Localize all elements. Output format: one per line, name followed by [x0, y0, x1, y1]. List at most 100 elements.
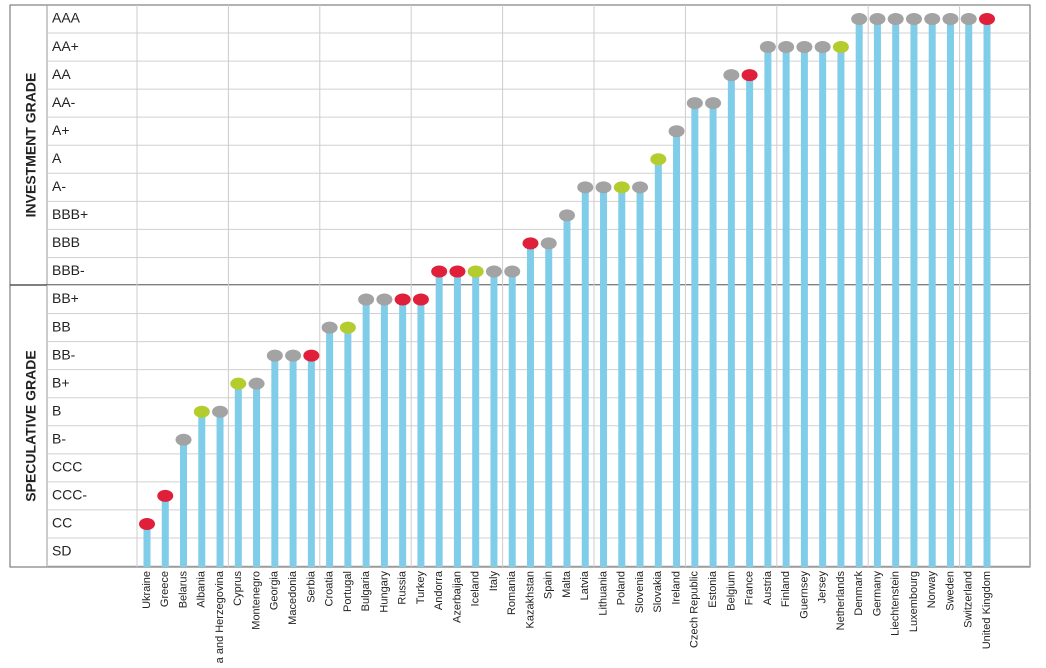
y-tick-label: B [52, 402, 61, 418]
bar [216, 411, 224, 567]
dot [303, 349, 320, 362]
x-tick-label: Georgia [269, 570, 281, 610]
x-tick-label: Estonia [707, 570, 719, 608]
dot [741, 69, 758, 82]
bar [636, 187, 644, 567]
dot [595, 181, 612, 194]
dot [814, 41, 831, 54]
y-tick-label: A [52, 150, 62, 166]
y-tick-label: CCC- [52, 487, 87, 503]
bar [289, 355, 297, 567]
x-tick-label: Belgium [725, 571, 737, 611]
dot [321, 321, 338, 334]
x-tick-label: Lithuania [597, 570, 609, 616]
x-tick-label: Netherlands [835, 571, 847, 631]
bar [746, 75, 754, 568]
y-tick-label: AA [52, 66, 71, 82]
bar [234, 383, 242, 567]
y-tick-label: SD [52, 543, 71, 559]
group-label: INVESTMENT GRADE [23, 73, 39, 218]
x-tick-label: Jersey [817, 571, 829, 604]
dot [942, 13, 959, 25]
dot [358, 293, 375, 306]
x-tick-label: Czech Republic [689, 571, 701, 649]
x-tick-label: Poland [616, 571, 628, 605]
y-tick-label: AA+ [52, 38, 79, 54]
x-tick-label: Portugal [342, 571, 354, 612]
x-tick-label: Slovenia [634, 570, 646, 613]
bar [326, 327, 334, 567]
x-tick-label: Germany [871, 571, 883, 617]
dot [686, 97, 703, 110]
bar [472, 271, 480, 567]
bar [600, 187, 608, 567]
x-tick-label: Belarus [177, 571, 189, 609]
x-tick-label: Cyprus [232, 571, 244, 606]
bar [307, 355, 315, 567]
x-tick-label: Bulgaria [360, 570, 372, 611]
x-tick-label: Ukraine [141, 571, 153, 609]
y-tick-label: BB+ [52, 290, 79, 306]
dot [979, 13, 995, 25]
dot [650, 153, 667, 166]
bar [618, 187, 626, 567]
bar [782, 47, 790, 568]
bar [545, 243, 553, 567]
bar [654, 159, 662, 567]
x-tick-label: Denmark [853, 571, 865, 616]
y-tick-label: BB [52, 318, 71, 334]
dot [212, 405, 229, 418]
bar [928, 19, 936, 567]
bar [946, 19, 954, 567]
dot [832, 41, 849, 54]
dot [869, 13, 886, 25]
x-tick-label: Switzerland [963, 571, 975, 628]
bar [435, 271, 443, 567]
x-tick-label: Austria [762, 570, 774, 605]
bar [508, 271, 516, 567]
x-tick-label: Liechtenstein [890, 571, 902, 636]
dot [266, 349, 283, 362]
dot [960, 13, 977, 25]
dot [540, 237, 557, 250]
y-tick-label: AA- [52, 94, 76, 110]
x-tick-label: Croatia [324, 570, 336, 606]
bar [764, 47, 772, 568]
x-tick-label: Azerbaijan [451, 571, 463, 623]
dot [905, 13, 922, 25]
x-tick-label: Turkey [415, 571, 427, 605]
dot [449, 265, 466, 278]
y-tick-label: B+ [52, 374, 70, 390]
bar [198, 411, 206, 567]
dot [723, 69, 740, 82]
bar [362, 299, 370, 567]
dot [412, 293, 429, 306]
x-tick-label: Slovakia [652, 570, 664, 612]
bar [709, 103, 717, 567]
dot [613, 181, 630, 194]
x-tick-label: United Kingdom [981, 571, 993, 649]
x-tick-label: France [744, 571, 756, 605]
x-tick-label: Greece [159, 571, 171, 607]
x-tick-label: Iceland [470, 571, 482, 606]
bar [253, 383, 261, 567]
x-tick-label: Bosnia and Herzegovina [214, 570, 226, 663]
x-tick-label: Macedonia [287, 570, 299, 625]
x-tick-label: Spain [543, 571, 555, 599]
dot [778, 41, 795, 54]
dot [887, 13, 904, 25]
dot [851, 13, 868, 25]
x-tick-label: Montenegro [250, 571, 262, 630]
dot [193, 405, 210, 418]
bar [399, 299, 407, 567]
x-tick-label: Romania [506, 570, 518, 615]
bar [143, 523, 151, 567]
x-tick-label: Kazakhstan [524, 571, 536, 628]
bar [563, 215, 571, 568]
dot [139, 517, 155, 530]
bar [819, 47, 827, 568]
x-tick-label: Latvia [579, 570, 591, 600]
dot [522, 237, 539, 250]
bar [910, 19, 918, 567]
